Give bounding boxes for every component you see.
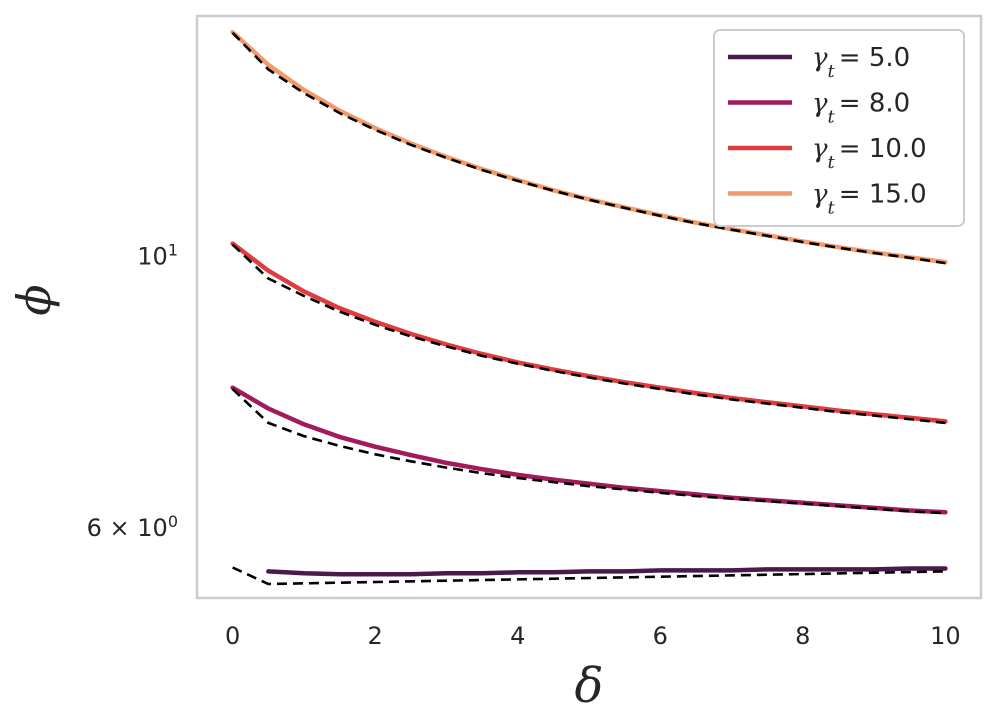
x-axis-ticks: 0 2 4 6 8 10 — [225, 622, 961, 650]
fit-line-4 — [231, 31, 946, 265]
y-axis-ticks: 101 6 × 100 — [87, 240, 178, 542]
legend-frame — [713, 29, 965, 227]
x-tick-label: 4 — [510, 622, 525, 650]
legend-entry-label: γt = 5.0 — [812, 43, 910, 82]
x-tick-label: 10 — [930, 622, 961, 650]
y-tick-label: 6 × 100 — [87, 512, 178, 543]
x-tick-label: 6 — [653, 622, 668, 650]
x-tick-label: 0 — [225, 622, 240, 650]
x-tick-label: 8 — [795, 622, 810, 650]
y-axis-label: ϕ — [7, 284, 61, 315]
x-axis-label: δ — [575, 658, 604, 714]
fit-line-2 — [231, 388, 946, 515]
fit-line-1 — [232, 566, 946, 586]
legend-entry-label: γt = 8.0 — [812, 89, 910, 128]
x-tick-label: 2 — [368, 622, 383, 650]
fit-line-3 — [231, 243, 946, 425]
legend-entry-label: γt = 15.0 — [812, 180, 927, 219]
series-line-1 — [266, 566, 948, 577]
y-tick-label: 101 — [137, 240, 178, 271]
fit-layer — [231, 31, 946, 586]
legend: γt = 5.0 γt = 8.0 γt = 10.0 γt = 15.0 — [713, 29, 965, 227]
legend-entry-label: γt = 10.0 — [812, 134, 927, 173]
